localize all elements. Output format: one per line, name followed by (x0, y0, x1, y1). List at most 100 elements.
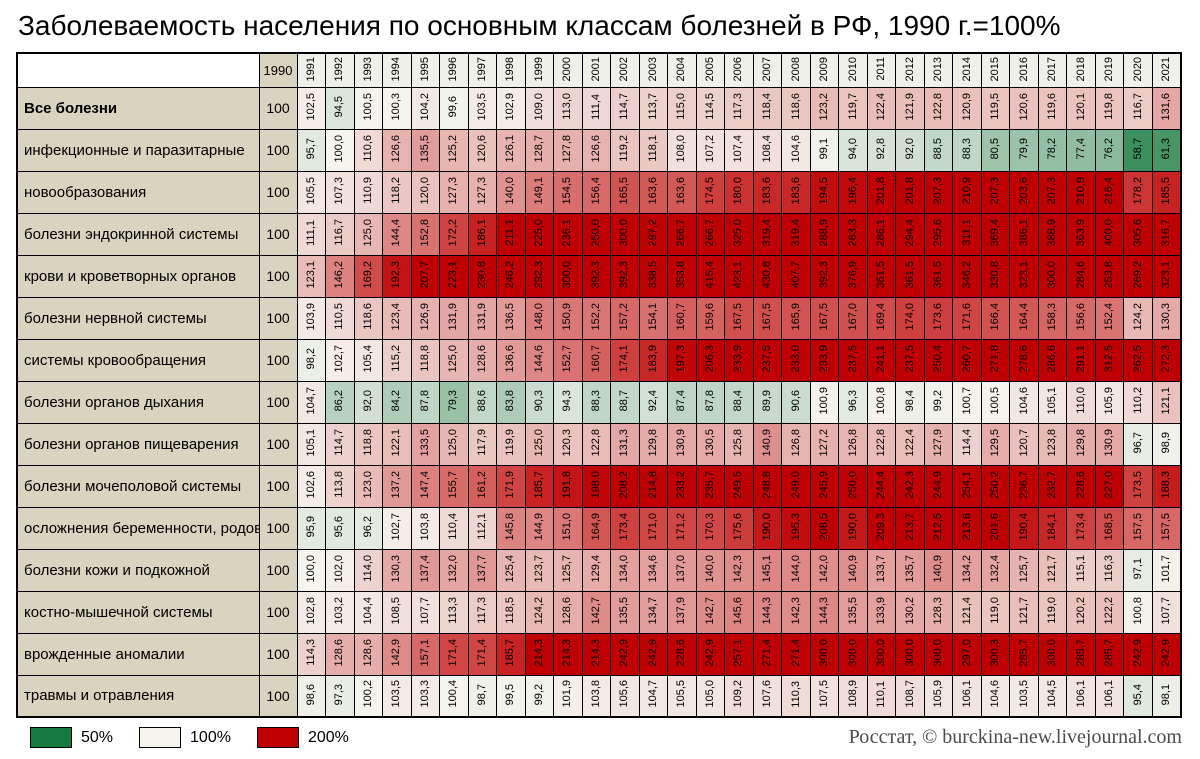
value-cell: 346,2 (952, 254, 982, 298)
corner-cell (16, 52, 260, 88)
value-cell: 126,1 (496, 128, 526, 172)
cell-value: 156,4 (589, 176, 602, 205)
value-cell: 284,6 (1066, 254, 1096, 298)
value-cell: 100,0 (296, 548, 327, 592)
cell-value: 102,8 (304, 596, 317, 625)
year-header: 1991 (296, 52, 327, 88)
footer: 50% 100% 200% Росстат, © burckina-new.live… (16, 726, 1182, 749)
cell-value: 126,8 (789, 428, 802, 457)
cell-value: 257,1 (732, 638, 745, 667)
cell-value: 295,6 (932, 218, 945, 247)
value-cell: 113,3 (439, 590, 469, 634)
cell-value: 173,4 (1074, 512, 1087, 541)
cell-value: 305,6 (1131, 218, 1144, 247)
value-cell: 430,8 (752, 254, 783, 298)
cell-value: 250,2 (989, 470, 1002, 499)
cell-value: 98,7 (475, 683, 488, 705)
value-cell: 83,8 (496, 380, 526, 424)
table-row: Все болезни 100 102,5 94,5 100,5 100,3 104,2 99… (16, 86, 1182, 130)
cell-value: 190,4 (1017, 512, 1030, 541)
table-body: Все болезни 100 102,5 94,5 100,5 100,3 104,2 99… (16, 86, 1182, 718)
cell-value: 242,9 (646, 638, 659, 667)
value-cell: 99,5 (496, 674, 526, 718)
cell-value: 207,3 (932, 176, 945, 205)
year-label: 2007 (761, 56, 773, 81)
cell-value: 126,1 (504, 134, 517, 163)
value-cell: 121,1 (1151, 380, 1182, 424)
cell-value: 127,3 (447, 176, 460, 205)
value-cell: 216,4 (1094, 170, 1125, 214)
cell-value: 236,1 (561, 218, 574, 247)
value-cell: 137,7 (467, 548, 498, 592)
value-cell: 125,8 (724, 422, 754, 466)
value-cell: 120,1 (1066, 86, 1096, 130)
cell-value: 99,6 (447, 95, 460, 118)
cell-value: 121,1 (1159, 386, 1172, 415)
value-cell: 156,6 (1066, 296, 1096, 340)
cell-value: 119,9 (504, 429, 517, 456)
cell-value: 131,9 (447, 302, 460, 331)
value-cell: 94,3 (553, 380, 583, 424)
cell-value: 250,0 (589, 218, 602, 247)
value-cell: 92,8 (866, 128, 897, 172)
value-cell: 271,8 (980, 338, 1011, 382)
value-cell: 167,5 (752, 296, 783, 340)
value-cell: 104,2 (410, 86, 441, 130)
value-cell: 142,7 (695, 590, 726, 634)
value-cell: 89,9 (752, 380, 783, 424)
value-cell: 130,5 (695, 422, 726, 466)
cell-value: 99,1 (818, 137, 831, 160)
cell-value: 127,2 (818, 428, 831, 457)
cell-value: 105,4 (361, 344, 374, 373)
cell-value: 113,7 (646, 93, 659, 120)
value-cell: 103,8 (410, 506, 441, 550)
cell-value: 297,2 (646, 218, 659, 247)
cell-value: 105,1 (1046, 386, 1059, 415)
year-label: 2020 (1131, 56, 1144, 81)
value-cell: 233,9 (809, 338, 840, 382)
value-cell: 400,0 (1094, 212, 1125, 256)
table-row: инфекционные и паразитарные 100 95,7 100,0 1… (16, 128, 1182, 172)
value-cell: 171,9 (496, 464, 526, 508)
cell-value: 94,5 (333, 95, 346, 118)
value-cell: 206,3 (695, 338, 726, 382)
cell-value: 129,8 (646, 428, 659, 457)
value-cell: 140,0 (695, 548, 726, 592)
cell-value: 136,6 (504, 344, 517, 373)
value-cell: 230,8 (467, 254, 498, 298)
cell-value: 116,7 (1131, 93, 1144, 120)
cell-value: 163,6 (675, 176, 688, 205)
value-cell: 300,0 (809, 632, 840, 676)
cell-value: 392,3 (818, 260, 831, 289)
cell-value: 111,1 (304, 219, 317, 246)
value-cell: 325,0 (724, 212, 754, 256)
value-cell: 123,0 (353, 464, 384, 508)
cell-value: 285,7 (1017, 638, 1030, 667)
value-cell: 145,8 (496, 506, 526, 550)
value-cell: 137,9 (667, 590, 697, 634)
cell-value: 124,2 (532, 596, 545, 625)
value-cell: 300,0 (838, 632, 868, 676)
cell-value: 195,3 (789, 512, 802, 541)
value-cell: 283,3 (838, 212, 868, 256)
value-cell: 140,9 (923, 548, 954, 592)
cell-value: 119,2 (618, 135, 631, 162)
value-cell: 88,5 (923, 128, 954, 172)
cell-value: 94,3 (561, 389, 574, 412)
cell-value: 294,4 (903, 218, 916, 247)
value-cell: 61,3 (1151, 128, 1182, 172)
value-cell: 184,1 (1037, 506, 1068, 550)
cell-value: 114,3 (304, 639, 317, 666)
value-cell: 96,7 (1123, 422, 1153, 466)
value-cell: 201,8 (866, 170, 897, 214)
value-cell: 98,4 (895, 380, 925, 424)
legend-label: 50% (81, 728, 114, 746)
cell-value: 115,2 (390, 345, 403, 372)
value-cell: 99,6 (439, 86, 469, 130)
cell-value: 103,8 (418, 512, 431, 541)
value-cell: 125,7 (1009, 548, 1039, 592)
value-cell: 94,5 (325, 86, 355, 130)
value-cell: 110,2 (1123, 380, 1153, 424)
value-cell: 131,9 (439, 296, 469, 340)
year-label: 2005 (703, 56, 716, 81)
